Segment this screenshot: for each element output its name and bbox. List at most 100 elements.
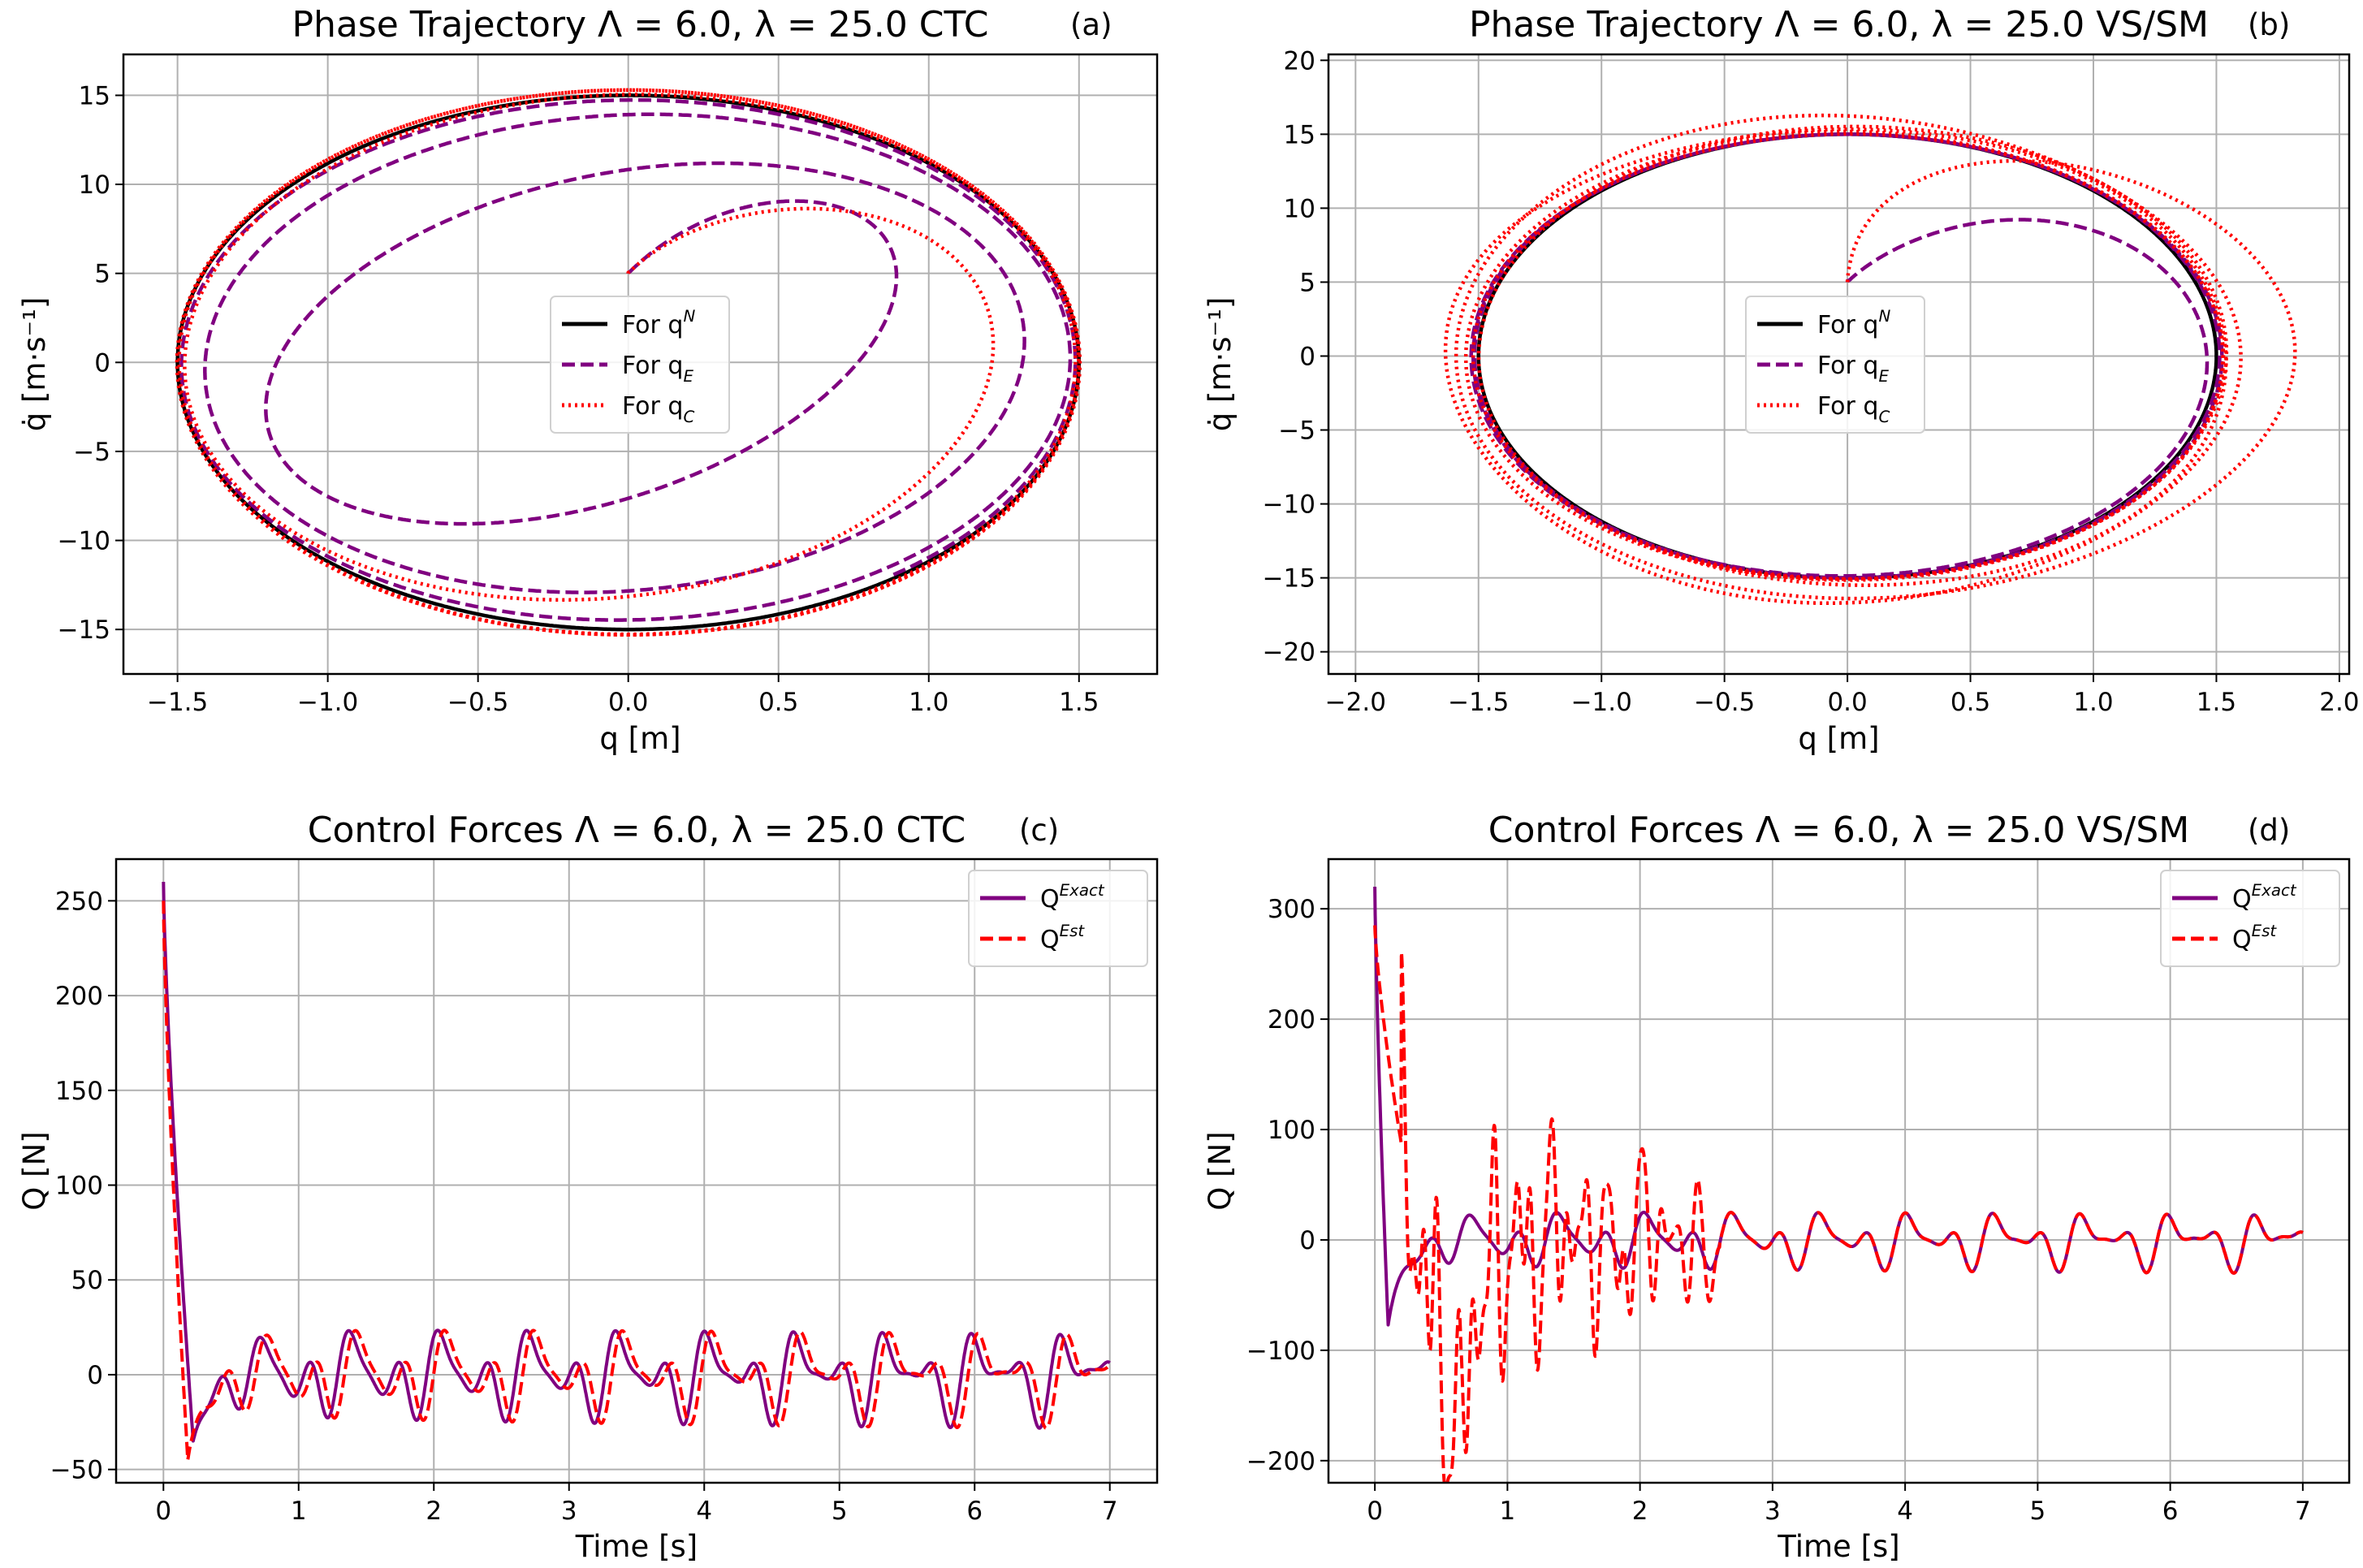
legend-label: For qE <box>622 352 693 386</box>
x-tick-label: −0.5 <box>1694 688 1755 717</box>
y-tick-label: 0 <box>87 1361 103 1390</box>
x-tick-label: 1.5 <box>1059 688 1099 717</box>
axes-frame <box>114 857 1159 1484</box>
chart-title: Control Forces Λ = 6.0, λ = 25.0 CTC <box>308 810 966 851</box>
x-tick-label: 1.0 <box>909 688 948 717</box>
y-tick-label: 15 <box>79 81 110 110</box>
y-tick-label: 5 <box>1299 268 1315 297</box>
x-tick-label: 2 <box>426 1497 442 1526</box>
series-line-controlled <box>162 901 1112 1462</box>
x-axis-label: Time [s] <box>1777 1529 1899 1564</box>
x-tick-label: 6 <box>2162 1497 2179 1526</box>
y-tick-label: 200 <box>55 982 103 1011</box>
y-tick-label: 200 <box>1268 1005 1315 1035</box>
y-tick-label: 10 <box>1284 194 1315 223</box>
x-axis-label: Time [s] <box>575 1529 698 1564</box>
plot-area <box>1443 113 2297 606</box>
y-tick-label: −5 <box>73 438 110 467</box>
panel-a: −1.5 −1.0 −0.5 0.0 0.5 1.0 1.5 −15 −10 −5 0 5 10 15 Ph… <box>17 4 1159 756</box>
y-tick-label: 50 <box>71 1266 103 1295</box>
x-tick-label: 6 <box>966 1497 983 1526</box>
x-tick-label: 5 <box>2030 1497 2046 1526</box>
panel-b: −2.0 −1.5 −1.0 −0.5 0.0 0.5 1.0 1.5 2.0 −20 −15 −10… <box>1203 4 2360 756</box>
y-axis-label: Q [N] <box>17 1131 52 1210</box>
x-tick-label: 0.5 <box>1950 688 1990 717</box>
panel-tag: (b) <box>2248 7 2290 42</box>
x-axis-label: q [m] <box>1798 721 1879 756</box>
y-tick-label: −10 <box>58 527 110 556</box>
series-line-controlled <box>1373 925 2305 1483</box>
x-tick-label: 5 <box>832 1497 848 1526</box>
y-tick-label: 5 <box>94 260 110 289</box>
y-tick-label: −15 <box>1263 564 1315 594</box>
x-tick-label: 1 <box>1500 1497 1516 1526</box>
y-tick-label: 0 <box>1299 1226 1315 1255</box>
y-tick-label: 10 <box>79 171 110 200</box>
panel-tag: (d) <box>2248 813 2290 848</box>
legend-label: For qC <box>1817 392 1890 426</box>
y-axis-label: Q [N] <box>1203 1131 1238 1210</box>
x-tick-label: 0 <box>1367 1497 1383 1526</box>
y-tick-label: −10 <box>1263 490 1315 520</box>
legend-label: QExact <box>1040 881 1105 914</box>
panel-c: 0 1 2 3 4 5 6 7 −50 0 50 100 150 200 250 Control Forces… <box>17 810 1159 1564</box>
x-tick-label: 2.0 <box>2319 688 2359 717</box>
y-tick-label: 0 <box>94 348 110 378</box>
y-tick-label: −100 <box>1246 1337 1315 1366</box>
x-tick-label: 7 <box>2295 1497 2311 1526</box>
legend: QExact QEst <box>2160 870 2340 967</box>
y-tick-label: 150 <box>55 1077 103 1106</box>
x-axis-label: q [m] <box>599 721 680 756</box>
x-tick-label: −1.0 <box>297 688 358 717</box>
legend-label: QEst <box>2232 922 2277 954</box>
legend-label: QExact <box>2232 881 2297 914</box>
x-tick-label: 0 <box>155 1497 171 1526</box>
legend-label: For qC <box>622 392 694 426</box>
x-tick-label: −1.0 <box>1571 688 1632 717</box>
legend: For qN For qE For qC <box>550 296 730 434</box>
panel-d: 0 1 2 3 4 5 6 7 −200 −100 0 100 200 300 Control Forces… <box>1203 810 2351 1564</box>
y-tick-label: −50 <box>50 1456 103 1485</box>
y-tick-label: −20 <box>1263 638 1315 667</box>
x-tick-label: 1 <box>291 1497 307 1526</box>
x-tick-label: 0.0 <box>608 688 648 717</box>
legend-label: QEst <box>1040 922 1085 954</box>
x-tick-label: 3 <box>561 1497 577 1526</box>
x-tick-label: −1.5 <box>1448 688 1509 717</box>
x-tick-label: 0.5 <box>758 688 798 717</box>
plot-area <box>175 88 1082 637</box>
x-tick-label: 1.5 <box>2197 688 2236 717</box>
y-axis-label: q̇ [m·s⁻¹] <box>17 297 52 432</box>
chart-title: Phase Trajectory Λ = 6.0, λ = 25.0 CTC <box>292 4 988 45</box>
y-tick-label: 20 <box>1284 46 1315 76</box>
axes-frame <box>1327 857 2351 1484</box>
x-tick-label: −2.0 <box>1325 688 1386 717</box>
y-tick-label: 100 <box>1268 1116 1315 1145</box>
x-tick-label: 4 <box>696 1497 712 1526</box>
legend: QExact QEst <box>968 870 1148 967</box>
plot-area <box>1373 886 2305 1483</box>
x-tick-label: −1.5 <box>147 688 208 717</box>
series-line-controlled <box>175 88 1082 637</box>
legend-box <box>1745 296 1925 434</box>
plot-area <box>162 881 1112 1462</box>
axes-frame <box>1327 53 2351 676</box>
chart-title: Control Forces Λ = 6.0, λ = 25.0 VS/SM <box>1488 810 2189 851</box>
y-tick-label: 15 <box>1284 120 1315 149</box>
y-axis-label: q̇ [m·s⁻¹] <box>1203 297 1238 432</box>
x-tick-label: 2 <box>1632 1497 1648 1526</box>
legend-label: For qN <box>1817 307 1890 339</box>
y-tick-label: −15 <box>58 616 110 645</box>
legend-label: For qN <box>622 307 695 339</box>
x-tick-label: 3 <box>1765 1497 1781 1526</box>
y-tick-label: 0 <box>1299 342 1315 371</box>
legend: For qN For qE For qC <box>1745 296 1925 434</box>
panel-tag: (a) <box>1070 7 1112 42</box>
y-tick-label: −5 <box>1278 417 1315 446</box>
series-line-exact <box>162 881 1112 1443</box>
panel-tag: (c) <box>1019 813 1059 848</box>
x-tick-label: −0.5 <box>447 688 508 717</box>
y-tick-label: 300 <box>1268 895 1315 924</box>
x-tick-label: 1.0 <box>2073 688 2113 717</box>
